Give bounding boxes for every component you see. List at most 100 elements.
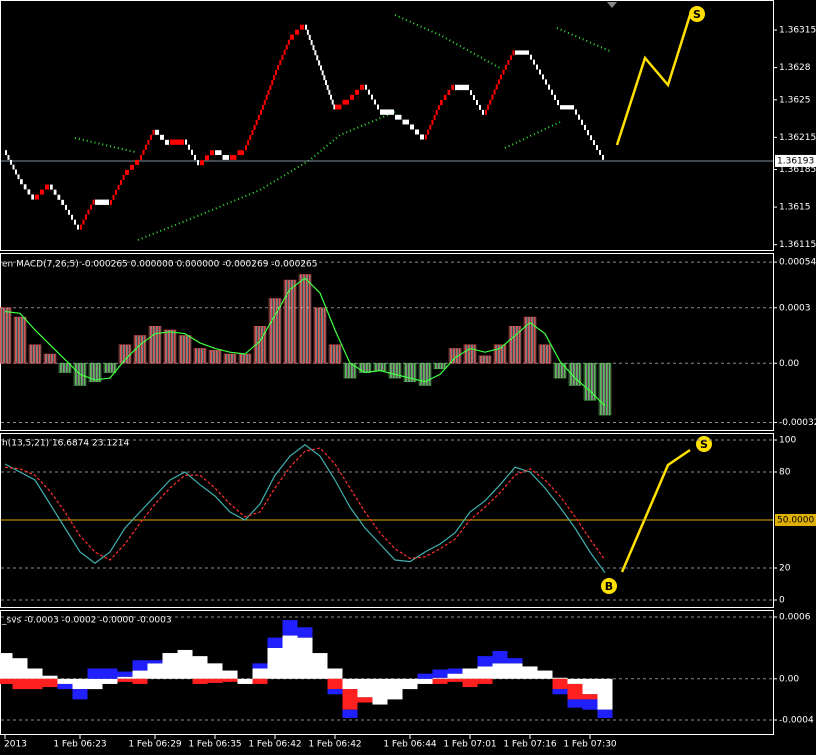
brick-part: [185, 139, 187, 145]
brick-part: [365, 84, 367, 90]
stacked-bar: [357, 678, 373, 698]
stacked-bar: [417, 678, 433, 684]
stacked-bar: [27, 668, 43, 679]
stacked-bar: [507, 663, 523, 679]
stacked-bar: [192, 656, 208, 679]
brick-part: [35, 194, 39, 200]
stacked-bar: [582, 699, 598, 710]
brick-part: [87, 209, 90, 215]
brick-part: [487, 104, 490, 110]
stacked-bar: [522, 666, 538, 679]
brick-part: [415, 129, 419, 135]
stacked-bar: [237, 678, 253, 684]
y-tick-label: 1.36185: [779, 165, 816, 175]
brick-part: [435, 110, 438, 115]
brick-part: [65, 204, 67, 210]
brick-part: [587, 130, 589, 136]
stacked-bar: [222, 670, 238, 679]
brick-part: [599, 150, 601, 155]
y-tick-label: 0.0003: [779, 303, 811, 313]
trend-line: [394, 14, 501, 69]
x-tick-label: 1 Feb 06:44: [383, 740, 437, 750]
stacked-bar: [252, 668, 268, 679]
y-tick-label: 0.000547: [779, 258, 816, 268]
x-tick-label: 1 Feb 07:16: [503, 740, 557, 750]
x-tick-label: 2013: [4, 740, 27, 750]
stacked-bar: [297, 627, 313, 638]
brick-part: [335, 104, 342, 110]
indicator-line: [4, 444, 606, 574]
brick-part: [247, 140, 250, 146]
brick-part: [279, 59, 282, 65]
brick-part: [425, 134, 427, 140]
projection-line: [620, 448, 691, 573]
histogram-bar: [463, 344, 477, 364]
stacked-bar: [342, 678, 358, 690]
stacked-bar: [477, 678, 493, 684]
brick-part: [505, 64, 507, 70]
brick-part: [160, 134, 164, 140]
brick-part: [50, 184, 53, 190]
stacked-bar: [117, 671, 133, 677]
brick-part: [596, 145, 598, 150]
histogram-bar: [28, 344, 42, 364]
brick-part: [495, 84, 498, 90]
stacked-bar: [357, 697, 373, 703]
brick-part: [61, 199, 64, 205]
brick-part: [539, 69, 541, 75]
brick-part: [479, 104, 481, 110]
renko-brick: [470, 90, 484, 115]
renko-brick: [530, 54, 544, 80]
stacked-bar: [492, 663, 508, 679]
renko-brick: [185, 139, 199, 166]
brick-part: [267, 89, 270, 95]
renko-brick: [95, 199, 109, 205]
brick-part: [15, 169, 17, 175]
histogram-bar: [163, 329, 177, 364]
brick-part: [368, 89, 370, 95]
x-tick-label: 1 Feb 06:35: [188, 740, 241, 750]
brick-part: [170, 139, 184, 145]
signal-badge: [689, 6, 705, 22]
stacked-bar: [402, 678, 418, 690]
brick-part: [80, 224, 82, 230]
histogram-bar: [598, 363, 612, 416]
renko-brick: [260, 75, 276, 115]
pane-title: _svs -0.0003 -0.0002 -0.0000 -0.0003: [1, 616, 172, 626]
brick-part: [306, 29, 309, 35]
brick-part: [222, 155, 229, 160]
brick-part: [277, 64, 280, 71]
stacked-bar: [207, 663, 223, 679]
renko-brick: [410, 124, 424, 140]
stacked-bar: [432, 669, 448, 678]
histogram-bar: [523, 316, 537, 364]
signal-label: S: [700, 438, 708, 451]
brick-part: [431, 119, 434, 125]
y-tick-label: 1.3628: [779, 63, 811, 73]
histogram-bar: [328, 344, 342, 364]
brick-part: [5, 150, 7, 156]
histogram-bar: [538, 344, 552, 364]
renko-brick: [215, 150, 229, 160]
histogram-bar: [508, 326, 522, 364]
histogram-bar: [0, 307, 12, 364]
brick-part: [150, 134, 152, 140]
brick-part: [395, 114, 402, 120]
renko-brick: [320, 65, 336, 110]
brick-part: [443, 94, 447, 101]
brick-part: [120, 179, 122, 185]
brick-part: [355, 89, 359, 95]
brick-part: [295, 29, 299, 35]
projection-line: [615, 14, 692, 146]
brick-part: [410, 124, 414, 130]
stacked-bar: [537, 670, 553, 679]
brick-part: [165, 139, 169, 145]
histogram-bar: [43, 353, 57, 364]
x-tick-label: 1 Feb 06:23: [53, 740, 106, 750]
pane-title: h(13,5,21) 16.6874 23.1214: [2, 439, 130, 449]
stacked-bar: [477, 666, 493, 679]
stacked-bar: [582, 694, 598, 700]
brick-part: [557, 100, 559, 106]
stacked-bar: [87, 668, 103, 679]
renko-brick: [590, 135, 604, 160]
